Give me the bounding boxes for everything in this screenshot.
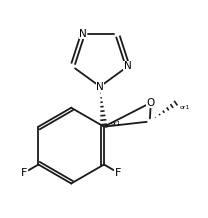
Text: N: N xyxy=(124,61,132,72)
Text: F: F xyxy=(115,168,121,177)
Text: N: N xyxy=(79,29,87,39)
Text: or1: or1 xyxy=(179,105,190,110)
Text: O: O xyxy=(147,98,155,108)
Text: N: N xyxy=(96,82,104,92)
Polygon shape xyxy=(100,125,108,128)
Text: or1: or1 xyxy=(111,121,121,126)
Text: F: F xyxy=(21,168,28,177)
